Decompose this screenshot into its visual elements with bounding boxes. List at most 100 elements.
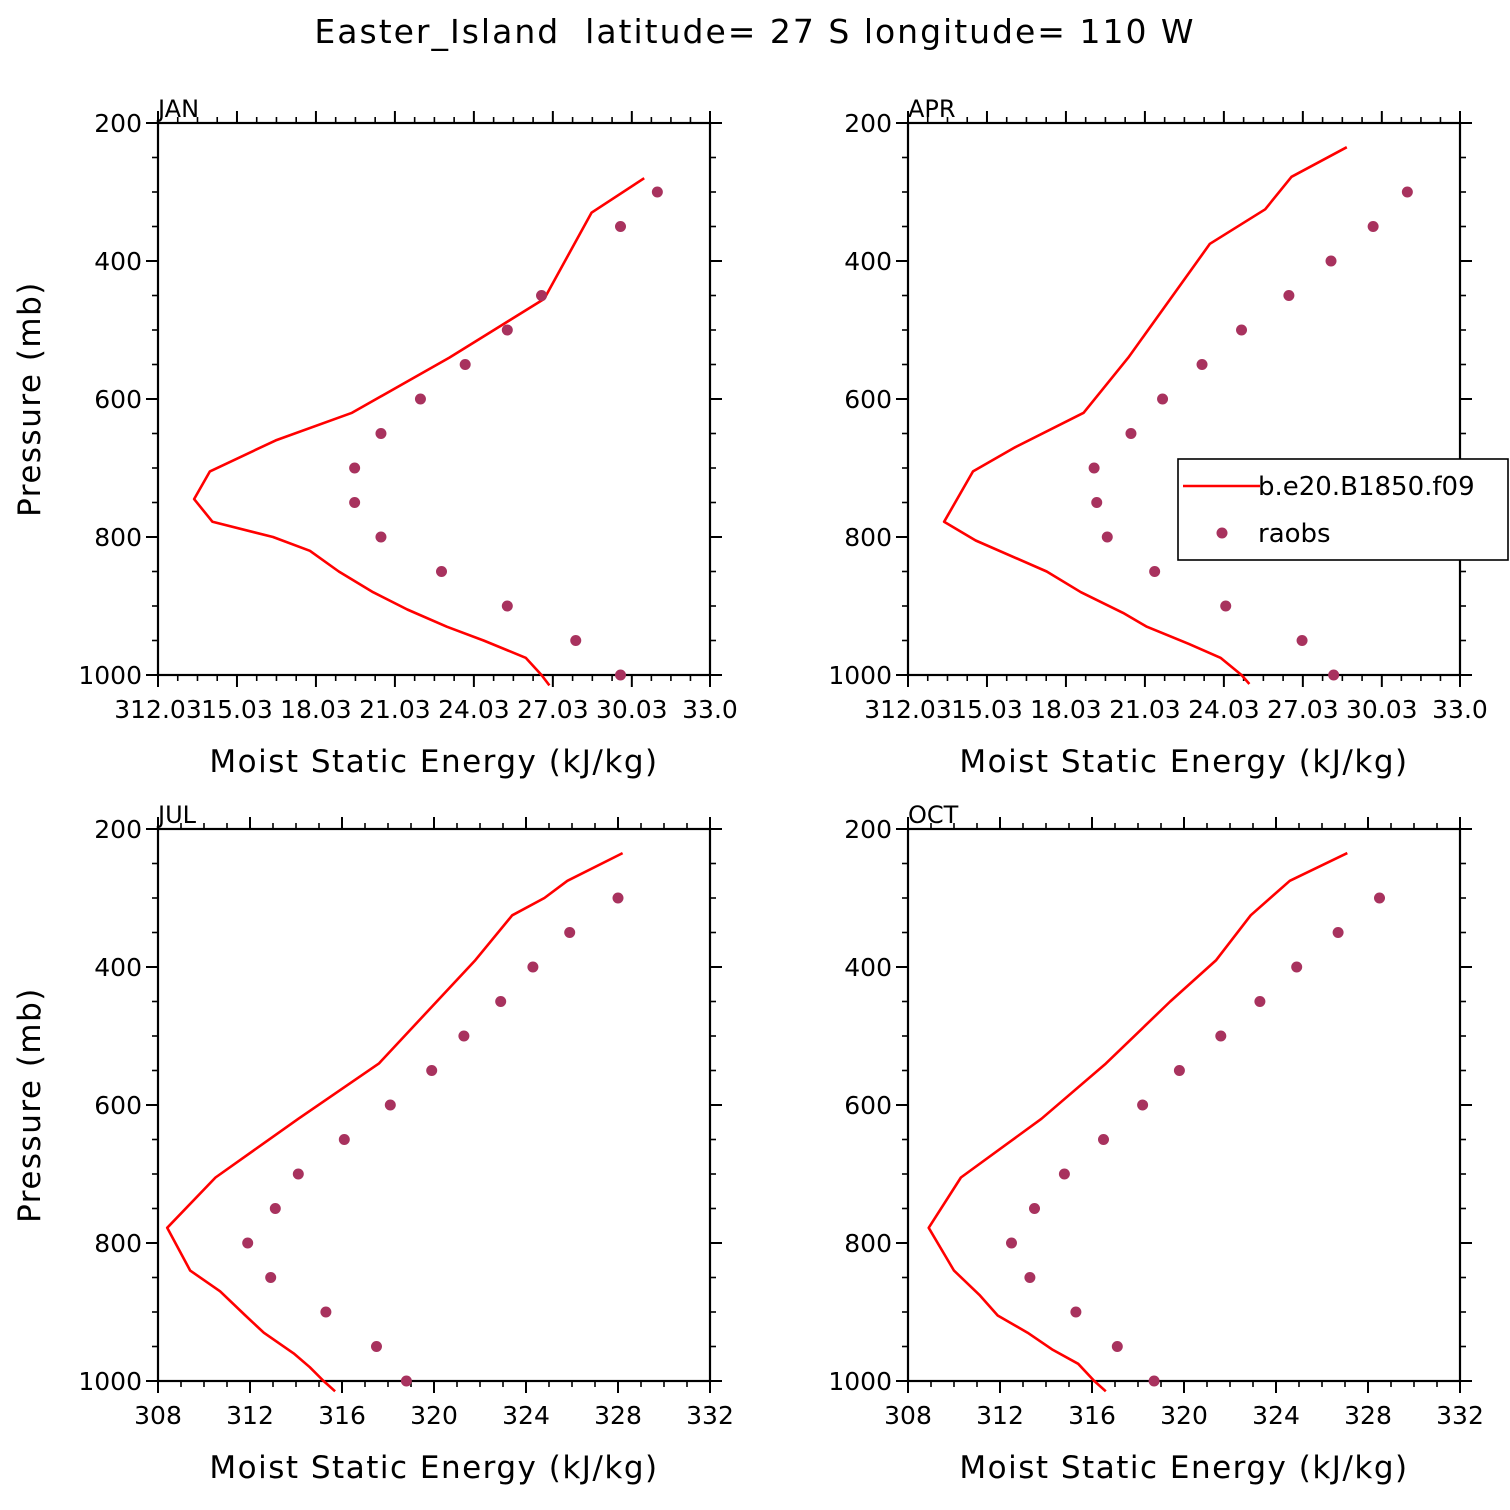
legend-label-model: b.e20.B1850.f09 bbox=[1258, 472, 1475, 502]
obs-point bbox=[495, 996, 507, 1007]
x-axis-label: Moist Static Energy (kJ/kg) bbox=[959, 1450, 1408, 1486]
obs-point bbox=[349, 462, 361, 474]
x-tick-label: 15.03 bbox=[951, 695, 1023, 724]
obs-point bbox=[615, 221, 627, 232]
obs-point bbox=[1254, 996, 1266, 1007]
x-tick-label: 33.0 bbox=[1432, 695, 1488, 724]
obs-point bbox=[1283, 290, 1295, 301]
obs-point bbox=[1148, 1375, 1160, 1387]
obs-point bbox=[501, 324, 513, 336]
obs-point bbox=[1332, 927, 1344, 938]
y-tick-label: 800 bbox=[844, 1229, 892, 1258]
legend-point-swatch bbox=[1216, 527, 1228, 539]
obs-point bbox=[371, 1341, 382, 1352]
x-tick-label: 27.03 bbox=[517, 695, 589, 724]
x-axis-label: Moist Static Energy (kJ/kg) bbox=[209, 744, 658, 780]
x-tick-label: 24.03 bbox=[1188, 695, 1260, 724]
obs-point bbox=[1111, 1341, 1123, 1352]
obs-point bbox=[1091, 497, 1103, 508]
x-tick-label: 312 bbox=[976, 1401, 1024, 1430]
obs-point bbox=[527, 961, 539, 973]
panel-apr: APR 312.03 15.03 18.03 21.03 24.03 27.03 30.03 3… bbox=[828, 95, 1509, 780]
obs-point bbox=[459, 359, 471, 370]
x-tick-label: 21.03 bbox=[1109, 695, 1181, 724]
y-tick-label: 200 bbox=[94, 109, 142, 138]
x-tick-label: 308 bbox=[884, 1401, 932, 1430]
obs-point bbox=[1196, 359, 1208, 370]
obs-point bbox=[615, 669, 627, 681]
y-axis-label: Pressure (mb) bbox=[12, 281, 48, 517]
x-tick-label: 312.03 bbox=[114, 695, 201, 724]
x-tick-label: 320 bbox=[1160, 1401, 1208, 1430]
x-tick-label: 316 bbox=[318, 1401, 366, 1430]
obs-point bbox=[436, 566, 448, 577]
obs-point bbox=[375, 428, 387, 439]
obs-point bbox=[1374, 892, 1385, 904]
plot-frame bbox=[906, 121, 1462, 677]
obs-point bbox=[269, 1203, 281, 1214]
obs-point bbox=[400, 1375, 412, 1387]
series-line-model bbox=[927, 851, 1348, 1393]
obs-point bbox=[564, 927, 576, 938]
y-tick-label: 200 bbox=[844, 109, 892, 138]
obs-point bbox=[1215, 1030, 1227, 1042]
obs-point bbox=[570, 635, 582, 646]
plot-frame bbox=[156, 827, 712, 1383]
x-tick-label: 24.03 bbox=[438, 695, 510, 724]
obs-point bbox=[349, 497, 361, 508]
x-tick-label: 18.03 bbox=[280, 695, 352, 724]
y-tick-label: 600 bbox=[94, 1091, 142, 1120]
obs-point bbox=[1367, 221, 1379, 232]
obs-point bbox=[1006, 1237, 1017, 1249]
panel-oct: OCT 308 312 316 320 324 328 332 200 400 600 800 1000… bbox=[828, 801, 1483, 1486]
obs-point bbox=[292, 1168, 304, 1180]
obs-point bbox=[1236, 324, 1248, 336]
obs-point bbox=[338, 1134, 350, 1145]
obs-point bbox=[1070, 1306, 1082, 1318]
obs-point bbox=[1024, 1272, 1036, 1283]
x-tick-label: 21.03 bbox=[359, 695, 431, 724]
obs-point bbox=[1328, 669, 1340, 681]
y-tick-label: 800 bbox=[94, 523, 142, 552]
y-tick-label: 1000 bbox=[828, 661, 892, 690]
plot-frame bbox=[156, 121, 712, 677]
obs-point bbox=[265, 1272, 277, 1283]
x-tick-label: 15.03 bbox=[201, 695, 273, 724]
x-tick-label: 33.0 bbox=[682, 695, 738, 724]
y-tick-label: 800 bbox=[844, 523, 892, 552]
obs-point bbox=[414, 393, 426, 405]
obs-point bbox=[1173, 1065, 1185, 1076]
x-tick-label: 308 bbox=[134, 1401, 182, 1430]
y-axis-label: Pressure (mb) bbox=[12, 987, 48, 1223]
x-tick-label: 316 bbox=[1068, 1401, 1116, 1430]
obs-point bbox=[1098, 1134, 1109, 1145]
y-tick-label: 200 bbox=[844, 815, 892, 844]
obs-point bbox=[501, 600, 513, 612]
obs-point bbox=[1401, 186, 1413, 198]
x-tick-label: 332 bbox=[1436, 1401, 1484, 1430]
y-tick-label: 1000 bbox=[78, 1367, 142, 1396]
series-line-model bbox=[192, 177, 645, 687]
y-tick-label: 400 bbox=[94, 247, 142, 276]
obs-point bbox=[1137, 1099, 1149, 1111]
y-tick-label: 1000 bbox=[78, 661, 142, 690]
x-tick-label: 324 bbox=[1252, 1401, 1300, 1430]
x-tick-label: 312 bbox=[226, 1401, 274, 1430]
obs-point bbox=[1125, 428, 1137, 439]
y-tick-label: 400 bbox=[844, 953, 892, 982]
legend-box bbox=[1177, 458, 1509, 561]
obs-point bbox=[612, 892, 624, 904]
obs-point bbox=[426, 1065, 438, 1076]
series-line-model bbox=[165, 851, 624, 1393]
obs-point bbox=[1058, 1168, 1070, 1180]
x-tick-label: 27.03 bbox=[1267, 695, 1339, 724]
panel-label: APR bbox=[908, 95, 956, 123]
obs-point bbox=[320, 1306, 332, 1318]
x-tick-label: 320 bbox=[410, 1401, 458, 1430]
obs-point bbox=[375, 531, 387, 543]
x-tick-label: 18.03 bbox=[1030, 695, 1102, 724]
obs-point bbox=[1149, 566, 1161, 577]
y-tick-label: 1000 bbox=[828, 1367, 892, 1396]
